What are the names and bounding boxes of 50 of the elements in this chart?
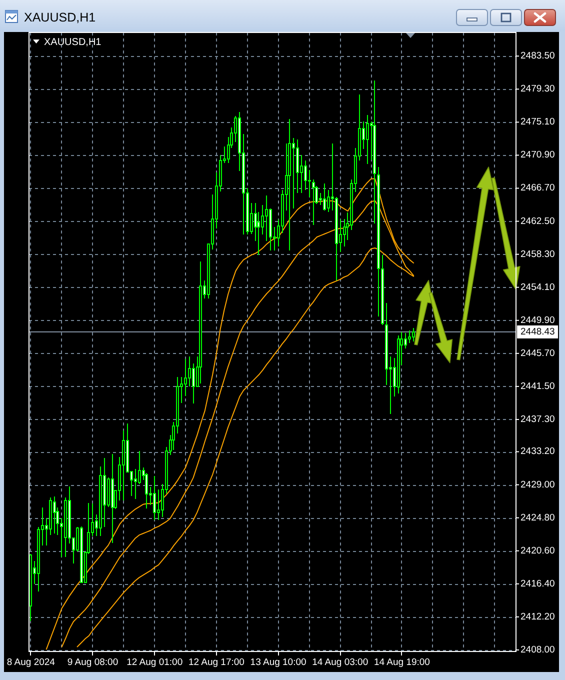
y-tick-label: 2470.90 <box>520 150 555 161</box>
y-tick-label: 2462.50 <box>520 216 555 227</box>
y-tick-label: 2475.10 <box>520 116 555 128</box>
x-tick-label: 12 Aug 17:00 <box>188 657 244 668</box>
candlestick <box>292 137 295 210</box>
candlestick <box>257 211 260 256</box>
candlestick <box>192 363 195 404</box>
y-tick-label: 2479.30 <box>520 84 555 95</box>
candlestick <box>138 450 141 484</box>
candlestick <box>412 328 415 342</box>
ref-line-label: 2448.43 <box>520 326 555 338</box>
y-tick-label: 2454.10 <box>520 282 555 293</box>
candlestick <box>184 358 187 396</box>
y-tick-label: 2416.40 <box>520 578 555 590</box>
x-tick-label: 9 Aug 08:00 <box>67 657 118 668</box>
candlestick <box>408 330 411 344</box>
chart-title: XAUUSD,H1 <box>24 10 96 24</box>
candlestick <box>312 179 315 226</box>
candlestick <box>308 170 311 198</box>
y-tick-label: 2429.00 <box>520 479 555 490</box>
candlestick <box>404 332 407 350</box>
candlestick <box>327 189 330 212</box>
candlestick <box>304 160 307 190</box>
y-tick-label: 2408.00 <box>520 644 555 656</box>
y-tick-label: 2441.50 <box>520 380 555 392</box>
y-tick-label: 2466.70 <box>520 182 555 194</box>
candlestick <box>265 194 268 242</box>
x-tick-label: 14 Aug 19:00 <box>374 657 430 668</box>
x-tick-label: 12 Aug 01:00 <box>126 657 183 668</box>
x-tick-label: 8 Aug 2024 <box>6 657 55 668</box>
candlestick <box>366 114 369 164</box>
x-tick-label: 13 Aug 10:00 <box>250 657 306 668</box>
y-tick-label: 2420.60 <box>520 545 555 556</box>
candlestick <box>134 468 137 500</box>
candlestick <box>153 476 156 521</box>
y-tick-label: 2433.20 <box>520 446 555 458</box>
y-tick-label: 2412.20 <box>520 611 555 622</box>
candlestick <box>261 204 264 236</box>
y-tick-label: 2449.90 <box>520 314 555 326</box>
y-tick-label: 2424.80 <box>520 512 555 524</box>
candlestick <box>188 356 191 387</box>
y-tick-label: 2445.70 <box>520 348 555 359</box>
y-tick-label: 2458.30 <box>520 248 555 260</box>
candlestick <box>323 183 326 211</box>
candlestick <box>53 496 56 534</box>
y-tick-label: 2483.50 <box>520 50 555 62</box>
x-tick-label: 14 Aug 03:00 <box>312 657 368 668</box>
y-tick-label: 2437.30 <box>520 414 555 425</box>
candlestick <box>157 488 160 521</box>
text: XAUUSD,H1 <box>44 37 102 48</box>
